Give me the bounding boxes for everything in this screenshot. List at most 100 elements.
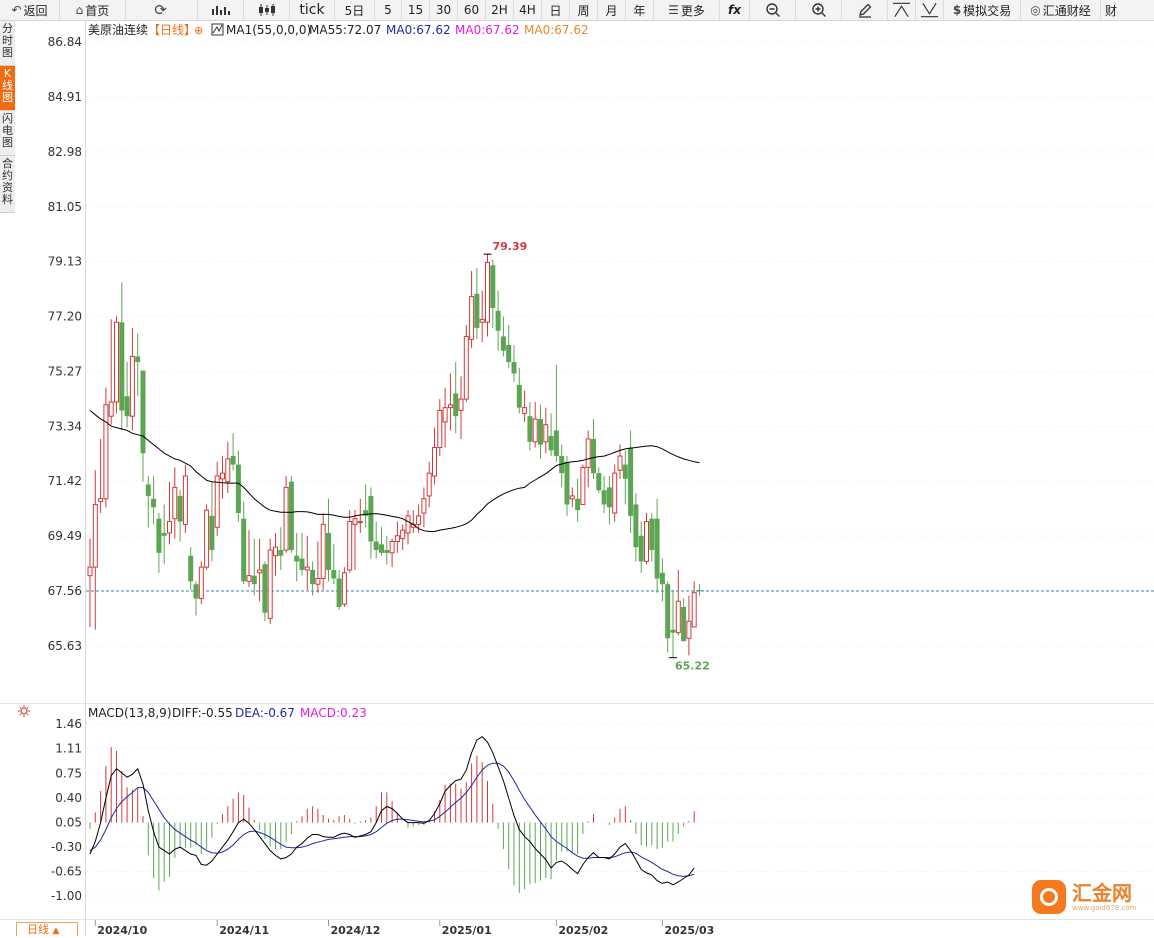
candle-body-up <box>426 472 432 497</box>
triangle-up-button[interactable] <box>888 0 916 20</box>
candle-body-down <box>209 515 215 551</box>
candle <box>606 475 612 525</box>
fx678-button[interactable]: ◎ 汇通财经 <box>1021 0 1101 20</box>
macd-tick-label: 1.11 <box>55 741 82 755</box>
candle-body-down <box>601 490 607 505</box>
candle <box>691 581 697 628</box>
candle <box>336 569 342 610</box>
side-tabs: 分时图 K线图 闪电图 合约资料 <box>0 21 15 213</box>
formula-button[interactable]: fx <box>720 0 750 20</box>
home-button[interactable]: ⌂ 首页 <box>60 0 126 20</box>
cai-button[interactable]: 财 <box>1105 3 1118 18</box>
candle-body-down <box>151 498 157 508</box>
candle-body-up <box>341 572 347 605</box>
period-tab-day[interactable]: 日线 ▲ <box>16 922 78 936</box>
price-tick-label: 86.84 <box>48 35 82 49</box>
candle-body-down <box>193 584 199 599</box>
x-tick-label: 2025/02 <box>558 924 608 936</box>
tab-time-sharing[interactable]: 分时图 <box>0 21 15 66</box>
five-day-button[interactable]: 5日 <box>335 0 375 20</box>
candle <box>304 535 310 590</box>
legend-symbol: 美原油连续 <box>88 22 148 37</box>
candle <box>543 407 549 454</box>
zoom-in-button[interactable] <box>796 0 842 20</box>
zoom-out-button[interactable] <box>750 0 796 20</box>
candle <box>172 467 178 539</box>
candle-body-up <box>675 600 681 634</box>
settings-icon[interactable]: ⊕ <box>194 24 203 37</box>
h4-button[interactable]: 4H <box>514 0 542 20</box>
candle <box>363 484 369 528</box>
triangle-down-button[interactable] <box>916 0 944 20</box>
candle-chart-button[interactable] <box>244 0 290 20</box>
candle <box>575 478 581 522</box>
draw-button[interactable] <box>842 0 888 20</box>
candle <box>697 584 702 596</box>
candle-body-up <box>543 424 549 443</box>
m15-button[interactable]: 15 <box>402 0 430 20</box>
candle-body-down <box>241 518 247 582</box>
candle-body-up <box>416 515 422 525</box>
sim-trade-button[interactable]: $ 模拟交易 <box>944 0 1021 20</box>
menu-icon: ☰ <box>668 3 679 17</box>
month-button[interactable]: 月 <box>598 0 626 20</box>
day-button[interactable]: 日 <box>542 0 570 20</box>
tick-button[interactable]: tick <box>290 0 335 20</box>
tab-contract-info[interactable]: 合约资料 <box>0 156 15 213</box>
candle-body-up <box>246 575 252 582</box>
min-price-label: 65.22 <box>675 660 710 673</box>
week-button[interactable]: 周 <box>570 0 598 20</box>
price-tick-label: 75.27 <box>48 364 82 378</box>
gold678-logo: 汇金网 www.gold678.com <box>1032 878 1142 916</box>
year-button[interactable]: 年 <box>626 0 654 20</box>
candle-body-down <box>326 532 331 570</box>
back-arrow-icon: ↶ <box>11 3 22 17</box>
candle-body-up <box>644 521 649 562</box>
candle <box>389 538 395 568</box>
macd-settings-icon[interactable] <box>18 705 30 717</box>
dollar-icon: $ <box>952 3 962 17</box>
candle-body-down <box>538 419 543 445</box>
candle-body-down <box>638 535 644 562</box>
candle <box>326 498 331 582</box>
zoom-in-icon <box>811 3 826 17</box>
candle-body-up <box>198 566 204 599</box>
line-chart-button[interactable] <box>198 0 244 20</box>
tab-kline[interactable]: K线图 <box>0 66 15 111</box>
candle <box>262 561 268 622</box>
m60-button[interactable]: 60 <box>458 0 486 20</box>
logo-text: 汇金网 <box>1072 880 1132 905</box>
candle-body-down <box>659 572 665 585</box>
candle <box>485 253 490 337</box>
candle <box>315 541 321 593</box>
tab-lightning[interactable]: 闪电图 <box>0 111 15 156</box>
candle-body-down <box>548 436 554 451</box>
candle <box>156 513 162 573</box>
candle-body-down <box>490 265 496 308</box>
candle <box>235 450 241 522</box>
candle <box>644 513 649 565</box>
candle-body-up <box>129 355 135 417</box>
candle-body-down <box>124 396 130 417</box>
candle <box>500 316 506 357</box>
candle <box>516 367 522 414</box>
h2-button[interactable]: 2H <box>486 0 514 20</box>
candle-body-up <box>304 566 310 571</box>
candle-body-down <box>665 584 671 639</box>
legend-ma0-a: MA0:67.62 <box>386 23 451 37</box>
m5-button[interactable]: 5 <box>375 0 402 20</box>
candle <box>421 487 427 528</box>
candle <box>140 370 146 482</box>
candle-body-down <box>235 464 241 514</box>
back-button[interactable]: ↶ 返回 <box>0 0 60 20</box>
candle <box>310 561 316 596</box>
price-tick-label: 79.13 <box>48 255 82 269</box>
logo-badge-icon <box>1032 880 1066 914</box>
refresh-button[interactable]: ⟳ <box>126 0 198 20</box>
candle <box>209 481 215 562</box>
candle <box>569 487 575 508</box>
refresh-icon: ⟳ <box>154 1 167 19</box>
more-button[interactable]: ☰ 更多 <box>654 0 720 20</box>
m30-button[interactable]: 30 <box>430 0 458 20</box>
